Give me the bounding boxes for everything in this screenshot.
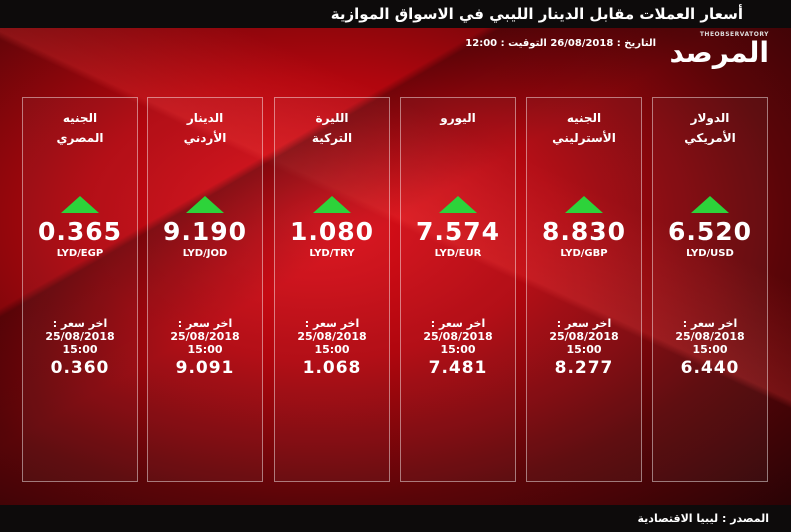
last-rate: 1.068: [302, 358, 362, 378]
last-price-time: 15:00: [187, 343, 223, 356]
currency-name-line1: الليرة: [315, 111, 349, 125]
last-price-time: 15:00: [314, 343, 350, 356]
currency-pair: LYD/USD: [686, 248, 734, 259]
background: [0, 28, 791, 505]
up-arrow-icon: [565, 196, 603, 213]
last-price-time: 15:00: [440, 343, 476, 356]
last-rate: 6.440: [680, 358, 740, 378]
current-rate: 7.574: [415, 217, 501, 246]
currency-name-line2: التركية: [311, 131, 353, 145]
currency-card: الجنيه المصري 0.365 LYD/EGP اخر سعر : 25/…: [22, 97, 138, 482]
last-rate: 9.091: [175, 358, 235, 378]
currency-card: الجنيه الأسترليني 8.830 LYD/GBP اخر سعر :…: [526, 97, 642, 482]
up-arrow-icon: [439, 196, 477, 213]
last-price-label: اخر سعر :: [52, 317, 108, 330]
last-rate: 7.481: [428, 358, 488, 378]
currency-name-line1: الجنيه: [566, 111, 602, 125]
last-price-label: اخر سعر :: [556, 317, 612, 330]
currency-name-line2: الأردني: [183, 131, 227, 145]
currency-card: الليرة التركية 1.080 LYD/TRY اخر سعر : 25…: [274, 97, 390, 482]
last-price-label: اخر سعر :: [304, 317, 360, 330]
currency-name-line1: الدولار: [690, 111, 730, 125]
currency-name: اليورو: [401, 108, 515, 148]
page-title: أسعار العملات مقابل الدينار الليبي في ال…: [330, 5, 743, 23]
currency-name: الجنيه الأسترليني: [527, 108, 641, 148]
currency-name-line2: المصري: [56, 131, 104, 145]
current-rate: 9.190: [162, 217, 248, 246]
currency-name-line1: اليورو: [440, 111, 476, 125]
date-time: التاريخ : 26/08/2018 التوقيت : 12:00: [465, 38, 656, 49]
up-arrow-icon: [691, 196, 729, 213]
logo: THEOBSERVATORY المرصد: [669, 31, 769, 68]
last-price-date: 25/08/2018: [170, 330, 240, 343]
currency-name: الجنيه المصري: [23, 108, 137, 148]
currency-name-line2: الأمريكي: [684, 131, 736, 145]
last-price-date: 25/08/2018: [423, 330, 493, 343]
last-price-date: 25/08/2018: [297, 330, 367, 343]
currency-name-line1: الدينار: [186, 111, 224, 125]
currency-pair: LYD/EGP: [56, 248, 104, 259]
title-bar: أسعار العملات مقابل الدينار الليبي في ال…: [0, 0, 791, 28]
last-price-date: 25/08/2018: [45, 330, 115, 343]
currency-name-line1: الجنيه: [62, 111, 98, 125]
currency-pair: LYD/TRY: [309, 248, 355, 259]
currency-card: اليورو 7.574 LYD/EUR اخر سعر : 25/08/201…: [400, 97, 516, 482]
up-arrow-icon: [61, 196, 99, 213]
last-price-label: اخر سعر :: [430, 317, 486, 330]
currency-card: الدولار الأمريكي 6.520 LYD/USD اخر سعر : …: [652, 97, 768, 482]
current-rate: 6.520: [667, 217, 753, 246]
currency-pair: LYD/JOD: [182, 248, 228, 259]
currency-pair: LYD/EUR: [434, 248, 482, 259]
last-price-time: 15:00: [566, 343, 602, 356]
last-rate: 8.277: [554, 358, 614, 378]
source-text: المصدر : ليبيا الاقتصادية: [637, 512, 770, 525]
currency-name-line2: الأسترليني: [552, 131, 616, 145]
logo-en: THEOBSERVATORY: [699, 31, 769, 38]
last-rate: 0.360: [50, 358, 110, 378]
last-price-date: 25/08/2018: [675, 330, 745, 343]
currency-name-line2: [401, 128, 515, 148]
last-price-time: 15:00: [62, 343, 98, 356]
currency-name: الدولار الأمريكي: [653, 108, 767, 148]
last-price-label: اخر سعر :: [177, 317, 233, 330]
last-price-label: اخر سعر :: [682, 317, 738, 330]
current-rate: 0.365: [37, 217, 123, 246]
footer: المصدر : ليبيا الاقتصادية: [0, 505, 791, 532]
up-arrow-icon: [186, 196, 224, 213]
up-arrow-icon: [313, 196, 351, 213]
logo-ar: المرصد: [669, 36, 769, 69]
currency-card: الدينار الأردني 9.190 LYD/JOD اخر سعر : 2…: [147, 97, 263, 482]
current-rate: 1.080: [289, 217, 375, 246]
currency-name: الليرة التركية: [275, 108, 389, 148]
currency-name: الدينار الأردني: [148, 108, 262, 148]
currency-pair: LYD/GBP: [560, 248, 608, 259]
last-price-time: 15:00: [692, 343, 728, 356]
last-price-date: 25/08/2018: [549, 330, 619, 343]
current-rate: 8.830: [541, 217, 627, 246]
